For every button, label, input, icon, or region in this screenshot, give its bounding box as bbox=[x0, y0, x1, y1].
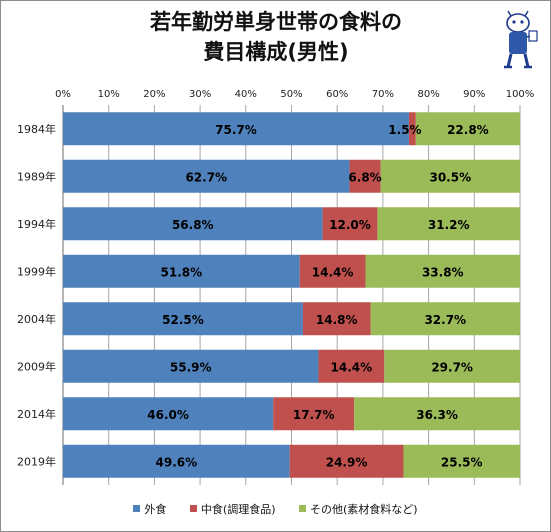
legend-swatch-nakashoku bbox=[189, 505, 197, 512]
x-tick-label: 70% bbox=[372, 89, 394, 100]
bar-segment bbox=[63, 207, 323, 241]
x-tick-label: 90% bbox=[463, 89, 485, 100]
data-label: 17.7% bbox=[293, 408, 335, 422]
data-label: 14.8% bbox=[316, 313, 358, 327]
chart-title-line-2: 費目構成(男性) bbox=[203, 40, 349, 64]
data-label: 36.3% bbox=[416, 408, 458, 422]
bar-segment bbox=[63, 112, 409, 146]
legend-label-nakashoku: 中食(調理食品) bbox=[200, 503, 276, 516]
bar-segment bbox=[63, 159, 350, 193]
data-label: 30.5% bbox=[429, 170, 471, 184]
data-label: 55.9% bbox=[170, 360, 212, 374]
data-label: 33.8% bbox=[422, 265, 464, 279]
legend-swatch-other bbox=[299, 505, 306, 512]
data-label: 51.8% bbox=[161, 265, 203, 279]
category-label: 1999年 bbox=[17, 264, 56, 278]
bars bbox=[63, 112, 520, 478]
data-label: 1.5% bbox=[388, 123, 421, 137]
data-label: 52.5% bbox=[162, 313, 204, 327]
bar-segment bbox=[370, 302, 520, 336]
bar-segment bbox=[380, 159, 520, 193]
bar-segment bbox=[415, 112, 520, 146]
bar-segment bbox=[403, 444, 520, 478]
data-label: 6.8% bbox=[348, 170, 381, 184]
data-label: 25.5% bbox=[441, 455, 483, 469]
category-label: 1989年 bbox=[17, 169, 56, 183]
legend-label-other: その他(素材食料など) bbox=[310, 503, 418, 516]
data-label: 75.7% bbox=[215, 123, 257, 137]
bar-segment bbox=[365, 254, 520, 288]
chart-title: 若年勤労単身世帯の食料の 費目構成(男性) bbox=[81, 7, 471, 67]
x-axis-ticks: 0% 10% 20% 30% 40% 50% 60% 70% 80% 90% 100% bbox=[55, 89, 534, 100]
category-label: 2019年 bbox=[17, 454, 56, 468]
data-label: 14.4% bbox=[331, 360, 373, 374]
bar-segment bbox=[302, 302, 371, 336]
bar-segment bbox=[273, 397, 355, 431]
data-label: 62.7% bbox=[185, 170, 227, 184]
legend-item-nakashoku: 中食(調理食品) bbox=[189, 501, 276, 517]
category-label: 2014年 bbox=[17, 407, 56, 421]
bar-segment bbox=[384, 349, 520, 383]
bar-segment bbox=[289, 444, 404, 478]
x-tick-label: 60% bbox=[326, 89, 348, 100]
bar-segment bbox=[63, 349, 319, 383]
data-label: 24.9% bbox=[326, 455, 368, 469]
y-axis-categories: 1984年 1989年 1994年 1999年 2004年 2009年 2014年 2019年 bbox=[17, 122, 56, 469]
data-label: 22.8% bbox=[447, 123, 489, 137]
x-tick-label: 30% bbox=[189, 89, 211, 100]
x-tick-label: 80% bbox=[417, 89, 439, 100]
bar-segment bbox=[299, 254, 366, 288]
chart-title-line-1: 若年勤労単身世帯の食料の bbox=[150, 10, 402, 34]
data-label: 49.6% bbox=[156, 455, 198, 469]
bar-segment bbox=[322, 207, 378, 241]
data-label: 32.7% bbox=[424, 313, 466, 327]
category-label: 2009年 bbox=[17, 359, 56, 373]
category-label: 1994年 bbox=[17, 217, 56, 231]
bar-segment bbox=[63, 254, 300, 288]
bar-segment bbox=[354, 397, 520, 431]
bar-segment bbox=[349, 159, 381, 193]
data-labels: 75.7% 1.5% 22.8% 62.7% 6.8% 30.5% 56.8% 12.0% 31… bbox=[147, 123, 488, 470]
x-tick-label: 50% bbox=[280, 89, 302, 100]
x-tick-label: 100% bbox=[506, 89, 535, 100]
legend-label-gaishoku: 外食 bbox=[144, 503, 167, 516]
mascot-logo bbox=[504, 10, 538, 69]
data-label: 46.0% bbox=[147, 408, 189, 422]
legend: 外食 中食(調理食品) その他(素材食料など) bbox=[1, 501, 550, 517]
legend-swatch-gaishoku bbox=[133, 505, 141, 512]
data-label: 31.2% bbox=[428, 218, 470, 232]
x-tick-label: 10% bbox=[98, 89, 120, 100]
data-label: 29.7% bbox=[431, 360, 473, 374]
category-label: 1984年 bbox=[17, 122, 56, 136]
bar-segment bbox=[318, 349, 385, 383]
legend-item-other: その他(素材食料など) bbox=[299, 501, 418, 517]
category-label: 2004年 bbox=[17, 312, 56, 326]
bar-segment bbox=[63, 302, 303, 336]
bar-segment bbox=[377, 207, 520, 241]
x-tick-label: 0% bbox=[55, 89, 71, 100]
data-label: 56.8% bbox=[172, 218, 214, 232]
x-tick-label: 20% bbox=[143, 89, 165, 100]
legend-item-gaishoku: 外食 bbox=[133, 501, 166, 517]
bar-segment bbox=[63, 397, 274, 431]
data-label: 12.0% bbox=[329, 218, 371, 232]
bar-segment bbox=[63, 444, 290, 478]
x-tick-label: 40% bbox=[235, 89, 257, 100]
bar-segment bbox=[408, 112, 416, 146]
data-label: 14.4% bbox=[312, 265, 354, 279]
